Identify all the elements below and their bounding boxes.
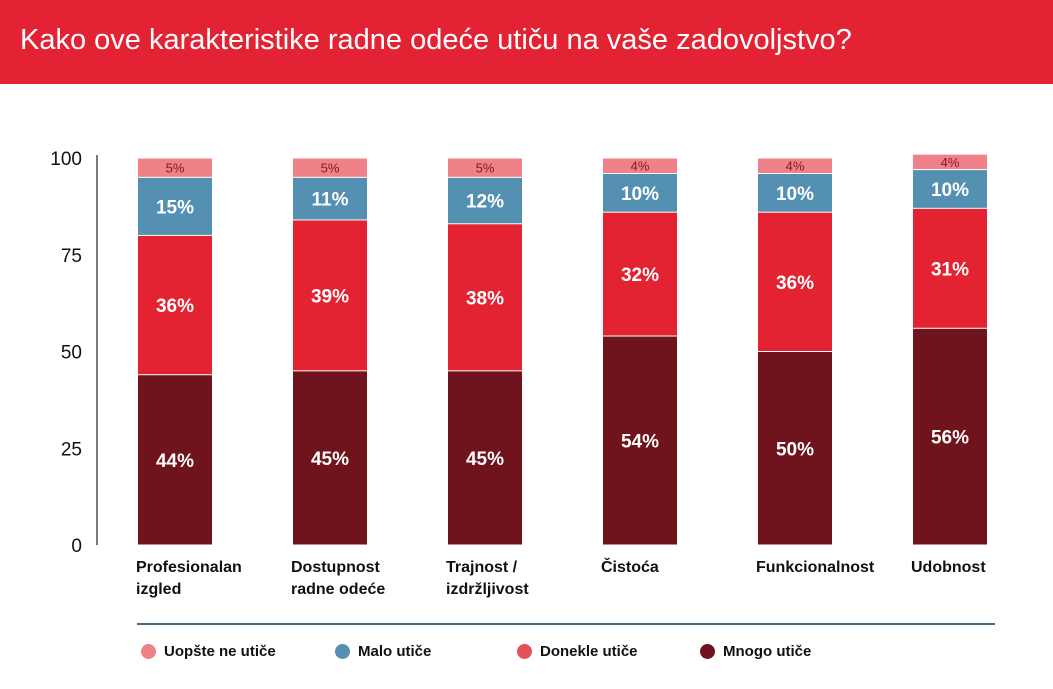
data-label: 54% [621, 432, 659, 453]
x-tick-label: Trajnost / izdržljivost [446, 559, 529, 598]
data-label: 5% [476, 161, 495, 176]
data-label: 10% [621, 184, 659, 205]
bar-segment [448, 371, 522, 545]
data-label: 38% [466, 288, 504, 309]
bar-segment [913, 170, 987, 208]
bar-segment [448, 177, 522, 224]
y-tick-label: 50 [61, 343, 82, 364]
bar-segment [448, 224, 522, 371]
chart-title: Kako ove karakteristike radne odeće utič… [20, 24, 852, 56]
data-label: 11% [312, 190, 349, 211]
data-label: 12% [466, 192, 504, 213]
x-tick-label: Funkcionalnost [756, 559, 875, 576]
data-label: 50% [776, 439, 814, 460]
data-label: 5% [166, 161, 185, 176]
bar-segment [138, 375, 212, 545]
data-label: 45% [311, 449, 349, 470]
legend-item: Uopšte ne utiče [141, 643, 276, 660]
legend-dot-icon [517, 644, 532, 659]
bar-segment [138, 158, 212, 177]
legend-label: Donekle utiče [540, 643, 638, 660]
data-label: 10% [931, 180, 969, 201]
y-tick-label: 25 [61, 439, 82, 460]
bar-segment [913, 208, 987, 328]
data-label: 45% [466, 449, 504, 470]
bar-segment [603, 173, 677, 212]
legend-item: Mnogo utiče [700, 643, 811, 660]
data-label: 10% [776, 184, 814, 205]
data-label: 44% [156, 451, 194, 472]
data-label: 36% [776, 273, 814, 294]
y-tick-label: 100 [50, 149, 82, 170]
legend-divider [137, 623, 995, 625]
bar-segment [293, 371, 367, 545]
x-tick-label: Čistoća [601, 559, 659, 576]
bar-segment [758, 212, 832, 351]
bar-segment [913, 328, 987, 545]
header-bar: Kako ove karakteristike radne odeće utič… [0, 0, 1053, 84]
bar-segment [293, 220, 367, 371]
bar-segment [913, 154, 987, 170]
bar-segment [758, 173, 832, 212]
data-label: 56% [931, 428, 969, 449]
x-tick-label: Profesionalan izgled [136, 559, 242, 598]
bar-segment [758, 158, 832, 173]
data-label: 32% [621, 265, 659, 286]
legend-item: Malo utiče [335, 643, 431, 660]
legend-label: Mnogo utiče [723, 643, 812, 660]
x-tick-label: Dostupnost radne odeće [291, 559, 386, 598]
y-tick-label: 0 [71, 536, 82, 557]
data-label: 4% [941, 155, 960, 170]
data-label: 4% [786, 159, 805, 174]
bar-segment [293, 177, 367, 220]
bar-segment [603, 336, 677, 545]
bar-segment [603, 212, 677, 336]
data-label: 31% [931, 259, 969, 280]
legend-label: Malo utiče [358, 643, 432, 660]
data-label: 39% [311, 286, 349, 307]
bar-segment [293, 158, 367, 177]
data-label: 15% [156, 197, 194, 218]
legend-label: Uopšte ne utiče [164, 643, 276, 660]
legend-item: Donekle utiče [517, 643, 638, 660]
bar-segment [138, 177, 212, 235]
legend-dot-icon [141, 644, 156, 659]
data-label: 5% [321, 161, 340, 176]
data-label: 36% [156, 296, 194, 317]
bar-segment [138, 235, 212, 375]
y-tick-label: 75 [61, 246, 82, 267]
legend-dot-icon [335, 644, 350, 659]
bar-segment [448, 158, 522, 177]
data-label: 4% [631, 159, 650, 174]
x-tick-label: Udobnost [911, 559, 986, 576]
legend-dot-icon [700, 644, 715, 659]
bar-segment [603, 158, 677, 173]
bar-segment [758, 352, 832, 545]
